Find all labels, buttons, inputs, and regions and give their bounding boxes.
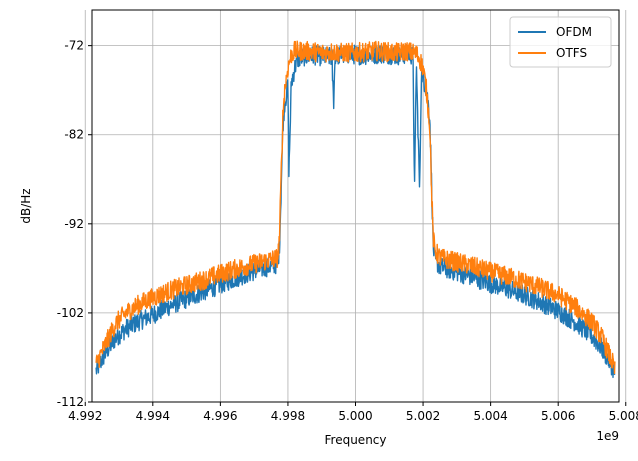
y-tick-label: -82 [64,128,84,142]
y-tick-label: -72 [64,39,84,53]
series-line-otfs [95,40,616,375]
y-tick-label: -112 [57,395,84,409]
x-tick-label: 4.992 [68,409,102,423]
x-tick-label: 5.006 [541,409,575,423]
y-axis: -72 -82 -92 -102 -112 [57,39,92,409]
y-tick-label: -92 [64,217,84,231]
x-tick-label: 5.000 [338,409,372,423]
x-tick-label: 4.994 [136,409,170,423]
legend-label-otfs: OTFS [556,46,587,60]
x-tick-label: 5.008 [609,409,638,423]
x-tick-label: 5.004 [473,409,507,423]
x-tick-label: 4.998 [271,409,305,423]
x-axis: 4.992 4.994 4.996 4.998 5.000 5.002 5.004 5.006… [68,402,638,423]
series-layer [95,40,616,379]
x-tick-label: 5.002 [406,409,440,423]
y-axis-label: dB/Hz [19,188,33,223]
x-tick-label: 4.996 [203,409,237,423]
legend: OFDM OTFS [509,16,612,68]
x-axis-offset-label: 1e9 [596,429,619,443]
y-tick-label: -102 [57,306,84,320]
legend-box [509,16,612,68]
x-axis-label: Frequency [325,433,387,447]
legend-label-ofdm: OFDM [556,25,592,39]
